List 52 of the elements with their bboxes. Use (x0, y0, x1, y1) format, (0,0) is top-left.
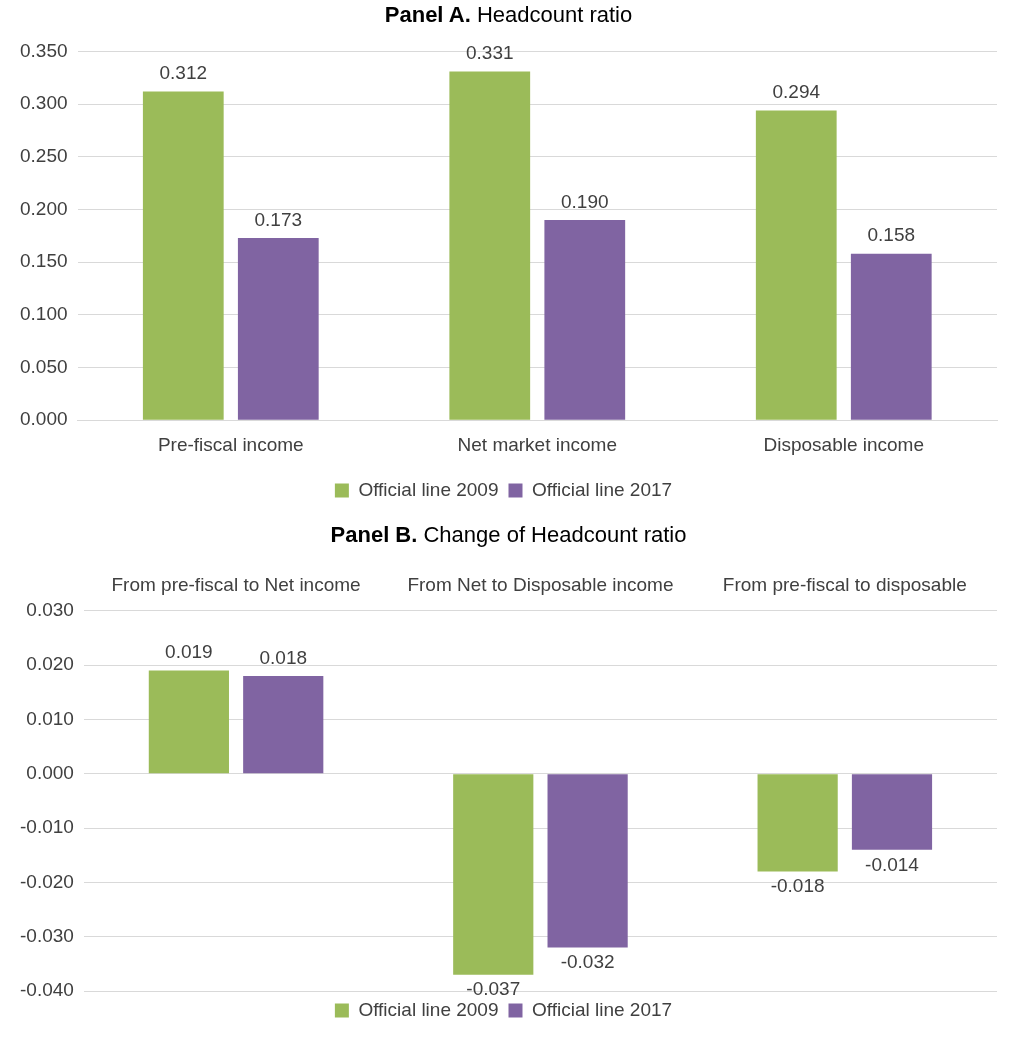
bar (757, 774, 838, 872)
data-label: 0.331 (465, 42, 514, 64)
bar (850, 253, 932, 420)
bar (237, 237, 319, 420)
data-label: 0.312 (159, 62, 208, 84)
data-label: 0.190 (561, 190, 609, 212)
legend-label: Official line 2009 (358, 998, 499, 1020)
bar (453, 774, 534, 975)
y-tick-label: 0.350 (20, 39, 68, 61)
data-label: 0.019 (165, 641, 213, 663)
x-tick-label: Net market income (457, 433, 617, 455)
x-tick-label: From pre-fiscal to disposable (722, 573, 967, 595)
y-tick-label: 0.030 (26, 599, 74, 621)
legend-label: Official line 2017 (532, 478, 673, 500)
y-tick-label: -0.030 (20, 924, 74, 946)
legend-label: Official line 2009 (358, 478, 499, 500)
bar (142, 91, 224, 420)
x-tick-label: Pre-fiscal income (157, 433, 304, 455)
legend-label: Official line 2017 (532, 998, 673, 1020)
x-tick-label: Disposable income (763, 433, 925, 455)
bar (449, 71, 531, 420)
chart-title: Panel B. Change of Headcount ratio (329, 521, 688, 549)
x-tick-label: From pre-fiscal to Net income (111, 573, 361, 595)
data-label: -0.037 (466, 978, 521, 1000)
y-tick-label: 0.010 (26, 707, 74, 729)
x-tick-label: From Net to Disposable income (407, 573, 674, 595)
bar (148, 670, 229, 774)
bar (547, 774, 628, 948)
bar (544, 219, 626, 420)
y-tick-label: 0.200 (20, 197, 68, 219)
y-tick-label: 0.250 (20, 145, 68, 167)
y-tick-label: 0.300 (20, 92, 68, 114)
y-tick-label: -0.020 (20, 870, 74, 892)
y-tick-label: 0.050 (20, 355, 68, 377)
chart-title: Panel A. Headcount ratio (383, 1, 634, 29)
y-tick-label: -0.040 (20, 979, 74, 1001)
y-tick-label: 0.020 (26, 653, 74, 675)
bar (851, 774, 933, 850)
data-label: 0.158 (867, 224, 916, 246)
bar (243, 675, 324, 774)
data-label: 0.294 (772, 81, 821, 103)
data-label: 0.018 (259, 646, 308, 668)
data-label: -0.018 (770, 875, 825, 897)
bar (755, 110, 837, 420)
y-tick-label: 0.100 (20, 303, 68, 325)
data-label: 0.173 (254, 208, 303, 230)
y-tick-label: 0.150 (20, 250, 68, 272)
y-tick-label: -0.010 (20, 816, 74, 838)
data-label: -0.014 (865, 853, 920, 875)
data-label: -0.032 (560, 951, 615, 973)
y-tick-label: 0.000 (26, 761, 74, 783)
y-tick-label: 0.000 (20, 408, 68, 430)
